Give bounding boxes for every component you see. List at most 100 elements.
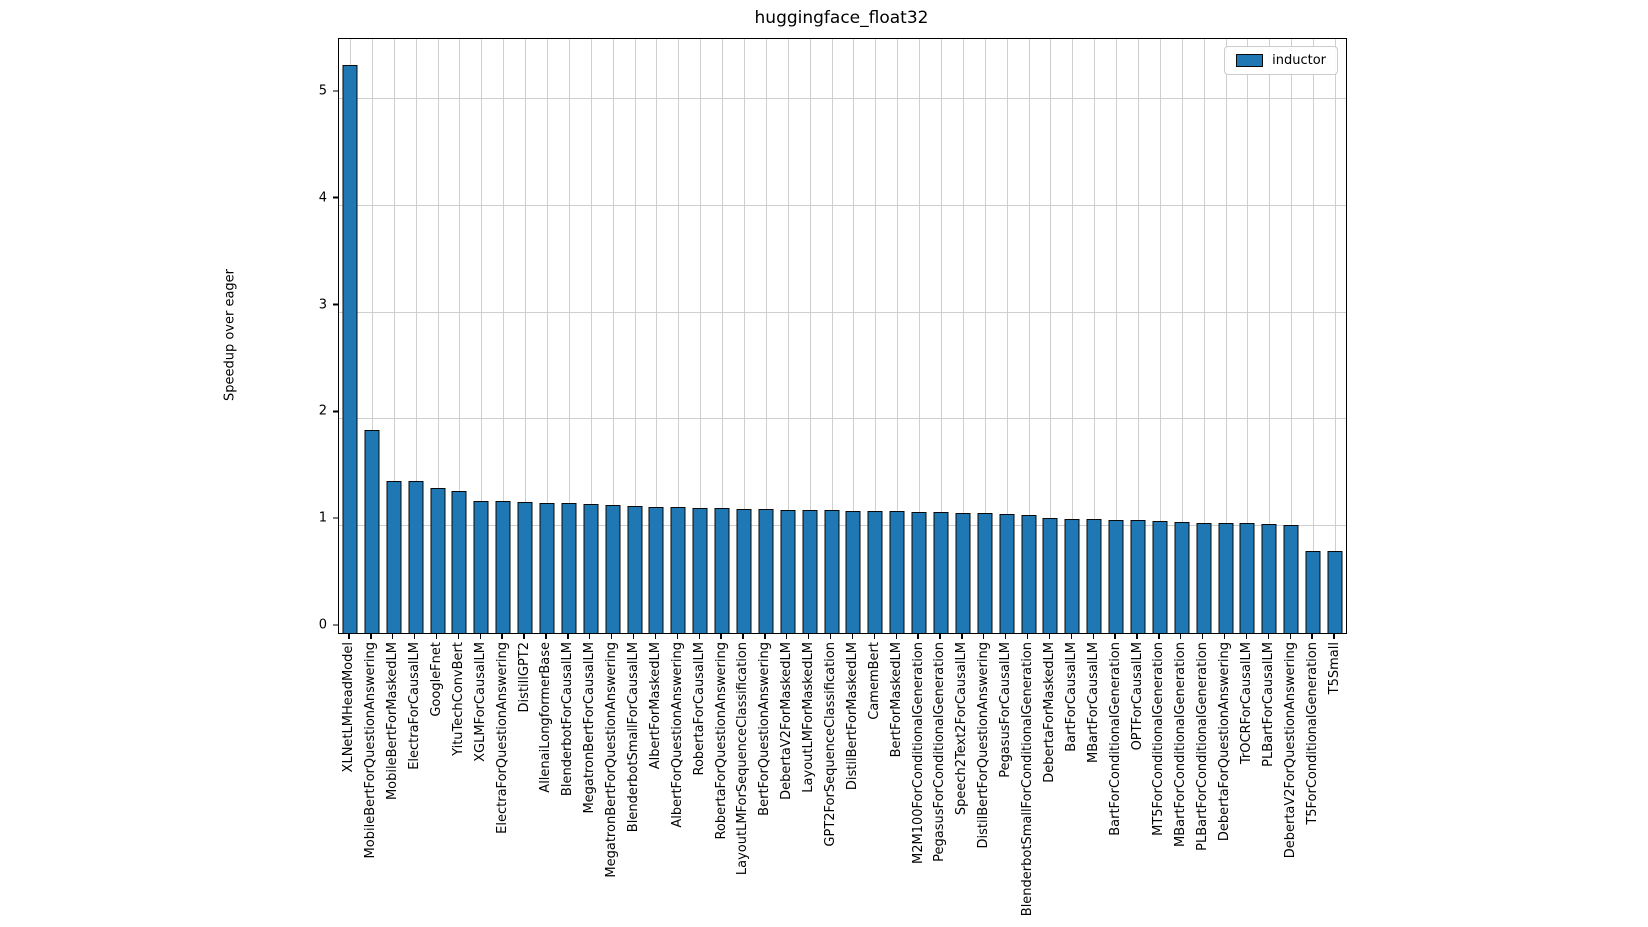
gridline-y-3	[339, 311, 1346, 313]
x-tick-cell: MT5ForConditionalGeneration	[1148, 633, 1170, 916]
x-tick-label-CamemBert: CamemBert	[866, 641, 882, 720]
bar-column	[1105, 39, 1127, 633]
gridline-x	[393, 39, 395, 633]
bar-column	[689, 39, 711, 633]
bar-DebertaV2ForQuestionAnswering	[1283, 525, 1299, 633]
x-tick-mark	[545, 633, 547, 639]
x-tick-cell: MegatronBertForQuestionAnswering	[601, 633, 623, 916]
x-tick-cell: DistilBertForMaskedLM	[841, 633, 863, 916]
x-tick-cell: DistilBertForQuestionAnswering	[973, 633, 995, 916]
x-tick-label-ElectraForQuestionAnswering: ElectraForQuestionAnswering	[494, 641, 510, 834]
x-tick-cell: PegasusForConditionalGeneration	[929, 633, 951, 916]
gridline-x	[1335, 39, 1337, 633]
x-tick-cell: LayoutLMForSequenceClassification	[732, 633, 754, 916]
x-tick-cell: BartForCausalLM	[1060, 633, 1082, 916]
x-tick-label-DistillGPT2: DistillGPT2	[516, 641, 532, 712]
x-tick-label-MT5ForConditionalGeneration: MT5ForConditionalGeneration	[1151, 641, 1167, 836]
bar-column	[1324, 39, 1346, 633]
x-tick-cell: M2M100ForConditionalGeneration	[907, 633, 929, 916]
bar-column	[711, 39, 733, 633]
gridline-x	[503, 39, 505, 633]
bar-DistilBertForMaskedLM	[845, 511, 861, 633]
gridline-x	[809, 39, 811, 633]
bar-columns	[339, 39, 1346, 633]
gridline-x	[765, 39, 767, 633]
bar-M2M100ForConditionalGeneration	[911, 512, 927, 633]
bar-MT5ForConditionalGeneration	[1152, 520, 1168, 633]
x-tick-label-T5Small: T5Small	[1326, 641, 1342, 694]
x-tick-label-MobileBertForMaskedLM: MobileBertForMaskedLM	[385, 641, 401, 800]
bar-MobileBertForQuestionAnswering	[364, 430, 380, 633]
bar-RobertaForQuestionAnswering	[714, 508, 730, 633]
x-tick-cell: XGLMForCausalLM	[469, 633, 491, 916]
x-tick-mark	[1136, 633, 1138, 639]
gridline-x	[1269, 39, 1271, 633]
y-tick-5: 5	[319, 83, 338, 98]
x-tick-cell: RobertaForCausalLM	[688, 633, 710, 916]
x-tick-cell: DebertaForQuestionAnswering	[1214, 633, 1236, 916]
bar-T5ForConditionalGeneration	[1305, 550, 1321, 633]
bar-DistilBertForQuestionAnswering	[977, 513, 993, 633]
x-tick-cell: XLNetLMHeadModel	[338, 633, 360, 916]
x-tick-label-TrOCRForCausalLM: TrOCRForCausalLM	[1238, 641, 1254, 764]
x-tick-label-GoogleFnet: GoogleFnet	[429, 641, 444, 717]
x-tick-label-ElectraForCausalLM: ElectraForCausalLM	[407, 641, 423, 770]
bar-XLNetLMHeadModel	[342, 64, 358, 633]
x-tick-label-BlenderbotSmallForCausalLM: BlenderbotSmallForCausalLM	[626, 641, 642, 832]
x-tick-label-MBartForCausalLM: MBartForCausalLM	[1085, 641, 1101, 763]
bar-column	[339, 39, 361, 633]
x-tick-label-DistilBertForMaskedLM: DistilBertForMaskedLM	[844, 641, 860, 790]
bar-AllenaiLongformerBase	[539, 502, 555, 633]
x-tick-mark	[1114, 633, 1116, 639]
x-tick-cell: MobileBertForQuestionAnswering	[360, 633, 382, 916]
legend-label: inductor	[1272, 53, 1326, 68]
x-tick-label-Speech2Text2ForCausalLM: Speech2Text2ForCausalLM	[954, 641, 970, 815]
x-tick-mark	[654, 633, 657, 639]
bar-BartForCausalLM	[1064, 518, 1080, 633]
x-tick-label-PegasusForCausalLM: PegasusForCausalLM	[998, 641, 1014, 778]
gridline-x	[568, 39, 570, 633]
bar-column	[492, 39, 514, 633]
bar-LayoutLMForSequenceClassification	[736, 509, 752, 633]
gridline-x	[1006, 39, 1008, 633]
plot-area: inductor	[338, 38, 1347, 634]
legend: inductor	[1224, 46, 1338, 75]
x-tick-mark	[917, 633, 919, 639]
bar-column	[558, 39, 580, 633]
bar-LayoutLMForMaskedLM	[802, 510, 818, 633]
bar-MobileBertForMaskedLM	[386, 481, 402, 633]
x-tick-cell: ElectraForCausalLM	[404, 633, 426, 916]
x-tick-label-DebertaV2ForQuestionAnswering: DebertaV2ForQuestionAnswering	[1282, 641, 1298, 858]
x-tick-mark	[413, 633, 416, 639]
x-tick-cell: T5Small	[1323, 633, 1345, 916]
bar-XGLMForCausalLM	[473, 500, 489, 633]
bar-BlenderbotSmallForCausalLM	[627, 505, 643, 633]
x-tick-label-MegatronBertForCausalLM: MegatronBertForCausalLM	[582, 641, 598, 814]
gridline-x	[1094, 39, 1096, 633]
legend-swatch-icon	[1236, 54, 1264, 67]
y-tick-mark	[333, 90, 338, 92]
bar-GPT2ForSequenceClassification	[824, 510, 840, 633]
bar-column	[1280, 39, 1302, 633]
x-tick-cell: BertForQuestionAnswering	[754, 633, 776, 916]
x-tick-mark	[1201, 633, 1204, 639]
x-tick-cell: AlbertForMaskedLM	[644, 633, 666, 916]
x-tick-mark	[392, 633, 394, 639]
bar-column	[777, 39, 799, 633]
x-tick-mark	[1311, 633, 1313, 639]
x-tick-cell: AllenaiLongformerBase	[535, 633, 557, 916]
x-tick-cell: GPT2ForSequenceClassification	[820, 633, 842, 916]
x-tick-label-RobertaForQuestionAnswering: RobertaForQuestionAnswering	[713, 641, 729, 840]
x-tick-label-XGLMForCausalLM: XGLMForCausalLM	[472, 641, 488, 762]
x-tick-mark	[873, 633, 876, 639]
gridline-x	[875, 39, 877, 633]
bar-column	[645, 39, 667, 633]
bar-column	[886, 39, 908, 633]
gridline-x	[897, 39, 899, 633]
gridline-x	[1247, 39, 1249, 633]
x-tick-mark	[348, 633, 350, 639]
bar-column	[1127, 39, 1149, 633]
y-axis: 0 1 2 3 4 5	[0, 38, 338, 633]
x-tick-cell: DebertaForMaskedLM	[1039, 633, 1061, 916]
x-tick-cell: DebertaV2ForQuestionAnswering	[1279, 633, 1301, 916]
